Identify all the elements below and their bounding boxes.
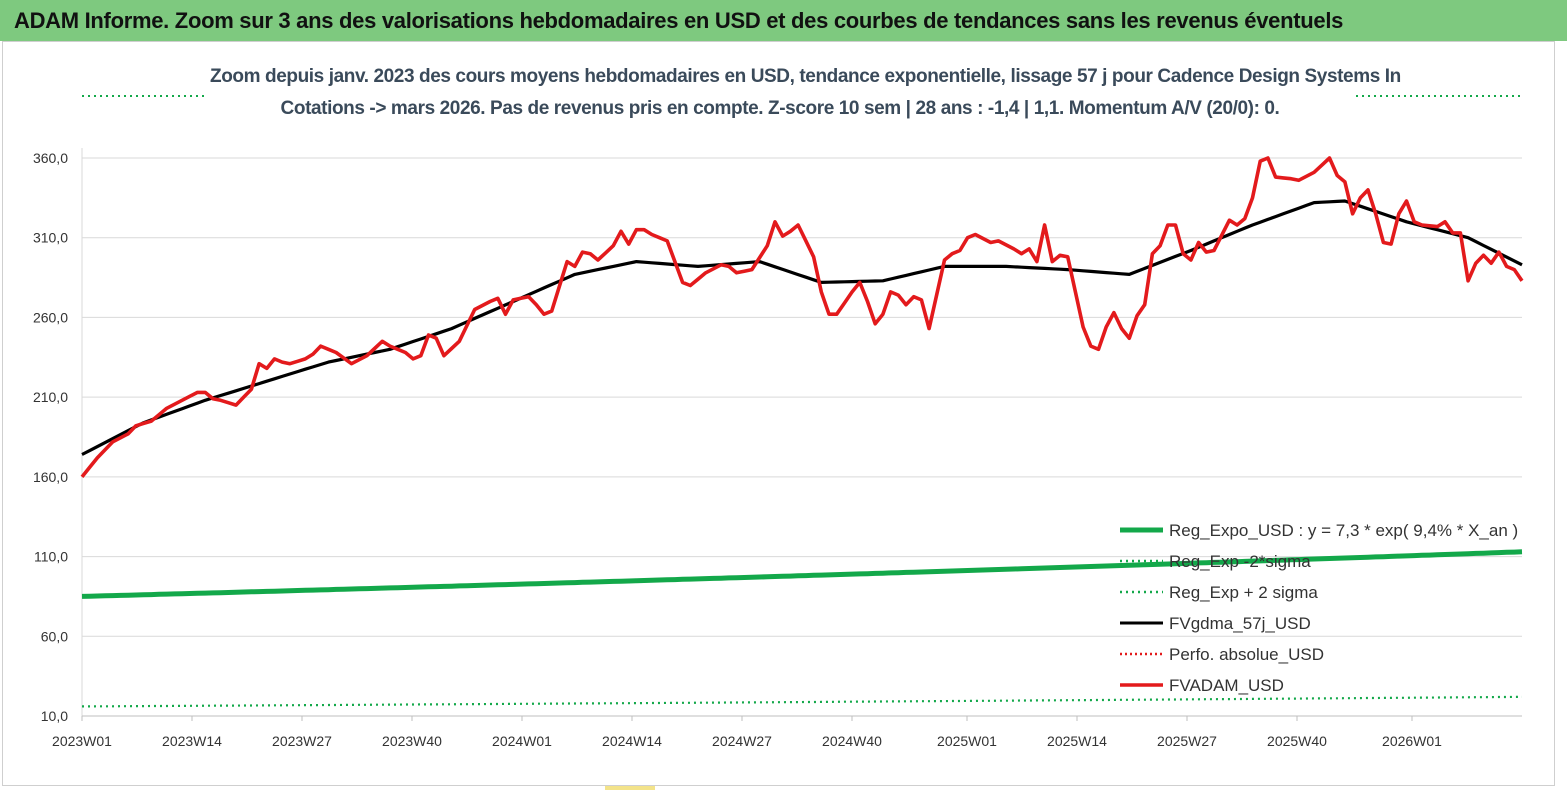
x-tick-label: 2025W27: [1157, 733, 1217, 749]
legend-label: Reg_Exp -2*sigma: [1169, 552, 1311, 571]
chart-title-line1: Zoom depuis janv. 2023 des cours moyens …: [210, 66, 1401, 87]
x-tick-label: 2025W14: [1047, 733, 1107, 749]
y-tick-label: 360,0: [33, 150, 68, 166]
chart-frame: [2, 41, 1555, 786]
chart-legend: Reg_Expo_USD : y = 7,3 * exp( 9,4% * X_a…: [1120, 521, 1518, 695]
report-banner-title: ADAM Informe. Zoom sur 3 ans des valoris…: [0, 0, 1567, 41]
x-tick-label: 2023W01: [52, 733, 112, 749]
y-tick-label: 10,0: [41, 708, 68, 724]
y-tick-label: 310,0: [33, 230, 68, 246]
x-tick-label: 2024W40: [822, 733, 882, 749]
legend-label: Perfo. absolue_USD: [1169, 645, 1324, 664]
x-tick-label: 2024W27: [712, 733, 772, 749]
y-axis-ticks: 10,0 60,0 110,0 160,0 210,0 260,0 310,0 360,0: [33, 150, 68, 724]
legend-label: FVgdma_57j_USD: [1169, 614, 1311, 633]
legend-label: FVADAM_USD: [1169, 676, 1284, 695]
y-tick-label: 160,0: [33, 469, 68, 485]
x-tick-label: 2024W01: [492, 733, 552, 749]
series-fvgdma-57j-usd: [81, 199, 1523, 456]
chart-series: [80, 156, 1524, 708]
y-tick-label: 110,0: [34, 549, 68, 565]
y-tick-label: 260,0: [33, 309, 68, 325]
x-axis-ticks: 2023W01 2023W14 2023W27 2023W40 2024W01 2024W…: [52, 716, 1442, 749]
x-tick-label: 2023W14: [162, 733, 222, 749]
x-tick-label: 2025W01: [937, 733, 997, 749]
x-tick-label: 2023W27: [272, 733, 332, 749]
scroll-marker: [605, 786, 655, 790]
y-tick-label: 60,0: [41, 628, 68, 644]
chart-title-line2: Cotations -> mars 2026. Pas de revenus p…: [280, 98, 1280, 119]
grid-lines: [81, 148, 1522, 717]
series-fvadam-usd: [80, 156, 1524, 479]
series-reg-expo-usd: [81, 549, 1523, 599]
legend-label: Reg_Exp + 2 sigma: [1169, 583, 1318, 602]
x-tick-label: 2025W40: [1267, 733, 1327, 749]
x-tick-label: 2023W40: [382, 733, 442, 749]
x-tick-label: 2024W14: [602, 733, 662, 749]
y-tick-label: 210,0: [33, 389, 68, 405]
x-tick-label: 2026W01: [1382, 733, 1442, 749]
series-reg-exp-minus-2sigma: [82, 695, 1522, 708]
legend-label: Reg_Expo_USD : y = 7,3 * exp( 9,4% * X_a…: [1169, 521, 1518, 540]
